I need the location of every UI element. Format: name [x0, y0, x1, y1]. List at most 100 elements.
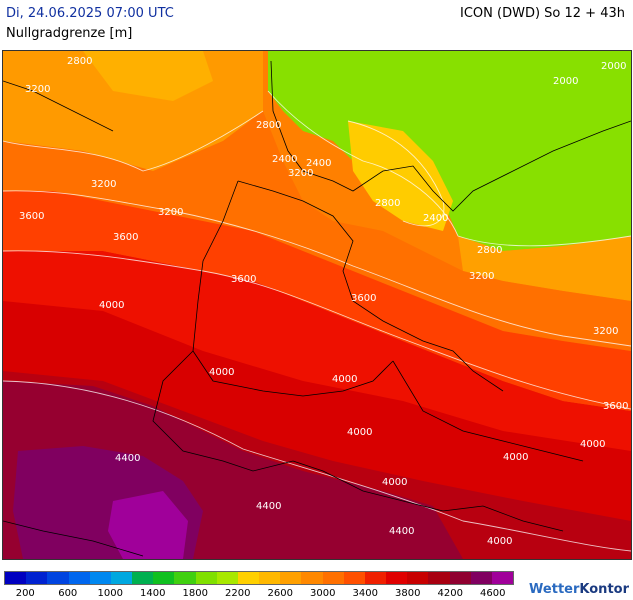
- legend-tick-label: 1800: [182, 588, 208, 599]
- border-alps: [292, 460, 564, 532]
- coastline-uk: [3, 80, 114, 132]
- contour-label: 2800: [67, 56, 92, 67]
- color-legend: [4, 571, 514, 585]
- field-3200: [3, 111, 631, 351]
- border-germany-east: [237, 180, 504, 392]
- legend-tick-label: 3000: [310, 588, 336, 599]
- legend-swatch: [470, 572, 492, 584]
- border-czech: [392, 360, 584, 462]
- legend-swatch: [68, 572, 90, 584]
- contour-label: 2800: [256, 120, 281, 131]
- contour-label: 3600: [603, 401, 628, 412]
- legend-swatch: [280, 572, 302, 584]
- legend-swatch: [195, 572, 217, 584]
- legend-tick-label: 200: [15, 588, 35, 599]
- legend-tick-label: 3800: [395, 588, 421, 599]
- legend-swatch: [386, 572, 408, 584]
- contour-label: 3600: [113, 232, 138, 243]
- legend-swatch: [216, 572, 238, 584]
- legend-tick-label: 2200: [225, 588, 251, 599]
- legend-tick-label: 2600: [267, 588, 293, 599]
- contour-label: 3600: [231, 274, 256, 285]
- contour-label: 3200: [25, 84, 50, 95]
- legend-swatch: [110, 572, 133, 584]
- contour-label: 4000: [487, 536, 512, 547]
- isoline: [267, 90, 631, 247]
- contour-label: 3200: [469, 271, 494, 282]
- model-run: ICON (DWD) So 12 + 43h: [460, 6, 625, 21]
- wetterkontor-logo: WetterKontor: [529, 582, 629, 597]
- legend-swatch: [153, 572, 175, 584]
- contour-label: 4000: [580, 439, 605, 450]
- isolines: [3, 90, 631, 552]
- legend-swatch: [428, 572, 450, 584]
- contour-label: 2000: [553, 76, 578, 87]
- contour-label: 2400: [306, 158, 331, 169]
- isoline: [347, 120, 445, 227]
- legend-swatch: [174, 572, 196, 584]
- contour-label: 4400: [115, 453, 140, 464]
- contour-label: 2000: [601, 61, 626, 72]
- contour-label: 4000: [503, 452, 528, 463]
- isoline: [3, 250, 631, 410]
- contour-label: 4000: [332, 374, 357, 385]
- legend-swatch: [5, 572, 27, 584]
- isoline: [3, 190, 631, 347]
- contour-label: 3200: [593, 326, 618, 337]
- legend-swatch: [491, 572, 514, 584]
- borders: [3, 60, 631, 557]
- contour-label: 2400: [423, 213, 448, 224]
- border-germany-west: [192, 180, 394, 397]
- forecast-date: Di, 24.06.2025 07:00 UTC: [6, 6, 174, 21]
- legend-tick-label: 1400: [140, 588, 166, 599]
- contour-label: 2800: [375, 198, 400, 209]
- contour-label: 4400: [256, 501, 281, 512]
- contour-label: 2800: [477, 245, 502, 256]
- contour-label: 2400: [272, 154, 297, 165]
- brand-part: Wetter: [529, 582, 580, 597]
- field-3600: [3, 191, 631, 411]
- contour-labels: 2800 3200 3200 3600 3200 3600 4000 3600 …: [19, 56, 628, 547]
- contour-label: 4000: [99, 300, 124, 311]
- field-4800: [108, 491, 188, 559]
- legend-swatch: [449, 572, 471, 584]
- contour-label: 3600: [19, 211, 44, 222]
- legend-swatch: [407, 572, 429, 584]
- coastline-north: [270, 60, 631, 212]
- legend-tick-label: 4200: [437, 588, 463, 599]
- legend-swatch: [132, 572, 154, 584]
- legend-tick-label: 600: [58, 588, 78, 599]
- brand-part: Kontor: [579, 582, 629, 597]
- contour-label: 4000: [347, 427, 372, 438]
- legend-tick-label: 1000: [97, 588, 123, 599]
- contour-label: 3200: [158, 207, 183, 218]
- parameter-title: Nullgradgrenze [m]: [6, 26, 133, 41]
- legend-swatch: [259, 572, 281, 584]
- isoline: [3, 380, 631, 552]
- legend-tick-label: 4600: [480, 588, 506, 599]
- contour-label: 4000: [209, 367, 234, 378]
- freezing-level-map: 2800 3200 3200 3600 3200 3600 4000 3600 …: [2, 50, 632, 560]
- map-canvas: 2800 3200 3200 3600 3200 3600 4000 3600 …: [3, 51, 631, 559]
- legend-swatch: [89, 572, 111, 584]
- coastline-south: [3, 520, 144, 557]
- legend-ticks: 200 600 1000 1400 1800 2200 2600 3000 3400 3800 42…: [4, 588, 514, 600]
- contour-label: 4000: [382, 477, 407, 488]
- legend-swatch: [26, 572, 48, 584]
- legend-swatch: [322, 572, 344, 584]
- legend-tick-label: 3400: [352, 588, 378, 599]
- isoline: [3, 110, 264, 172]
- legend-swatch: [301, 572, 323, 584]
- contour-label: 3200: [91, 179, 116, 190]
- field-2600: [83, 51, 213, 101]
- border-france: [152, 350, 294, 472]
- legend-swatch: [343, 572, 365, 584]
- legend-swatch: [47, 572, 69, 584]
- contour-label: 4400: [389, 526, 414, 537]
- contour-label: 3600: [351, 293, 376, 304]
- contour-label: 3200: [288, 168, 313, 179]
- field-2600-east: [458, 236, 631, 301]
- legend-swatch: [237, 572, 260, 584]
- field-2000: [268, 51, 631, 251]
- legend-swatch: [364, 572, 387, 584]
